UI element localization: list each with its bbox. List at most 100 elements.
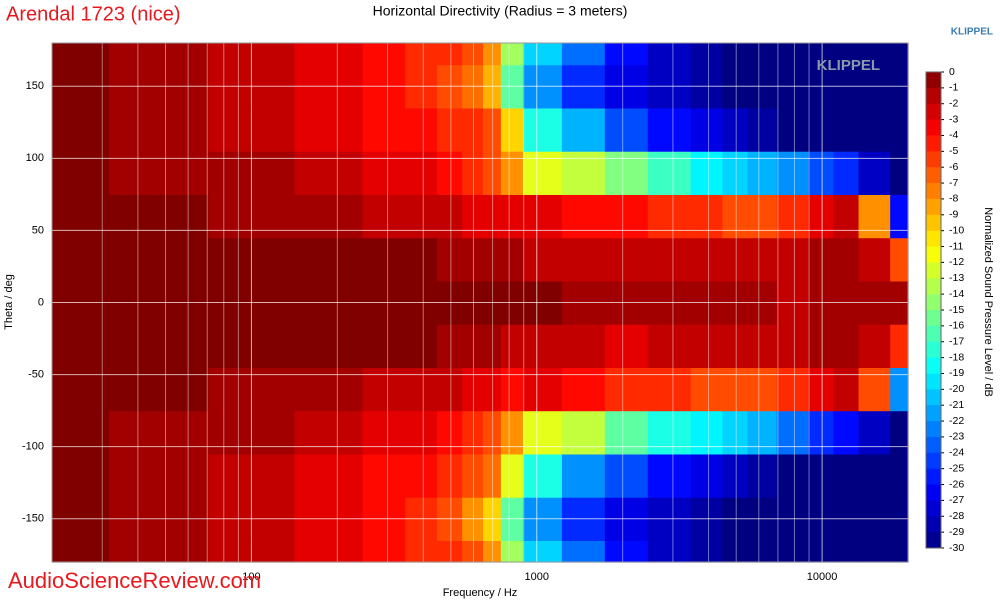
heat-cell (833, 107, 860, 152)
heat-cell (561, 194, 606, 239)
heat-cell (405, 237, 438, 282)
heat-cell (604, 453, 649, 498)
heat-cell (776, 43, 809, 66)
heat-cell (890, 367, 909, 412)
heat-cell (462, 107, 484, 152)
heat-cell (462, 194, 484, 239)
colorbar-segment (926, 373, 941, 390)
heat-cell (833, 151, 860, 195)
colorbar-tick-label: -28 (949, 510, 964, 522)
heat-cell (690, 237, 723, 282)
heat-cell (294, 107, 364, 152)
colorbar-tick-label: -22 (949, 415, 964, 427)
heat-cell (722, 194, 749, 239)
y-tick-label: -150 (22, 513, 44, 525)
colorbar-segment (926, 278, 941, 295)
colorbar-tick-label: -25 (949, 462, 964, 474)
heat-cell (776, 453, 809, 498)
heat-cell (833, 367, 860, 412)
heat-cell (690, 410, 723, 455)
heat-cell (722, 107, 749, 152)
heat-cell (604, 194, 649, 239)
heat-cell (405, 194, 438, 239)
heat-cell (604, 540, 649, 563)
heat-cell (52, 107, 110, 152)
y-tick-label: 150 (26, 80, 44, 92)
colorbar-tick-label: -9 (949, 209, 958, 221)
heat-cell (722, 367, 749, 412)
heat-cell (604, 151, 649, 195)
colorbar-segment (926, 167, 941, 184)
heat-cell (722, 540, 749, 563)
heat-cell (462, 453, 484, 498)
colorbar-frame (925, 71, 942, 549)
heat-cell (722, 410, 749, 455)
colorbar-tick-label: -20 (949, 383, 964, 395)
y-tick-label: 50 (32, 224, 44, 236)
colorbar-tick-label: -21 (949, 399, 964, 411)
heat-cell (747, 540, 778, 563)
heat-cell (722, 43, 749, 66)
heat-cell (522, 540, 563, 563)
heat-cell (833, 453, 860, 498)
heat-cell (108, 540, 210, 563)
heat-cell (647, 324, 692, 368)
heat-cell (858, 324, 891, 368)
heat-cell (647, 43, 692, 66)
heat-cell (808, 410, 835, 455)
heat-cell (483, 151, 502, 195)
heat-cell (108, 367, 210, 412)
heat-cell (294, 237, 364, 282)
heat-cell (604, 107, 649, 152)
heat-cell (561, 453, 606, 498)
heat-cell (52, 151, 110, 195)
heat-cell (483, 43, 502, 66)
heat-cell (808, 43, 835, 66)
heat-cell (776, 107, 809, 152)
colorbar-segment (926, 246, 941, 263)
heat-cell (437, 453, 463, 498)
heat-cell (437, 151, 463, 195)
heat-cell (500, 107, 524, 152)
source-label: Arendal 1723 (nice) (6, 3, 181, 25)
colorbar-segment (926, 119, 941, 136)
heat-cell (747, 43, 778, 66)
heat-cell (858, 237, 891, 282)
heat-cell (405, 151, 438, 195)
heat-cell (722, 453, 749, 498)
heat-cell (647, 194, 692, 239)
heat-cell (858, 453, 891, 498)
heat-cell (522, 453, 563, 498)
colorbar-segment (926, 151, 941, 168)
heat-cell (561, 540, 606, 563)
colorbar-tick-label: -2 (949, 98, 958, 110)
heat-cell (833, 540, 860, 563)
heat-cell (483, 410, 502, 455)
heat-cell (647, 237, 692, 282)
heat-cell (690, 324, 723, 368)
heat-cell (483, 324, 502, 368)
heat-cell (808, 453, 835, 498)
colorbar-segment (926, 72, 941, 89)
heat-cell (362, 410, 407, 455)
heat-cell (483, 453, 502, 498)
heat-cell (108, 237, 210, 282)
colorbar-tick-label: -18 (949, 351, 964, 363)
heat-cell (500, 367, 524, 412)
heat-cell (405, 324, 438, 368)
brand: KLIPPEL (951, 27, 993, 38)
heat-cell (294, 367, 364, 412)
heat-cell (890, 151, 909, 195)
heat-cell (362, 367, 407, 412)
heat-cell (108, 324, 210, 368)
heat-cell (500, 324, 524, 368)
heat-cell (747, 194, 778, 239)
heat-cell (604, 410, 649, 455)
heat-cell (604, 43, 649, 66)
heat-cell (747, 324, 778, 368)
heat-cell (500, 151, 524, 195)
heat-cell (437, 43, 463, 66)
heat-cell (294, 453, 364, 498)
heat-cell (500, 540, 524, 563)
colorbar-tick-label: -23 (949, 431, 964, 443)
